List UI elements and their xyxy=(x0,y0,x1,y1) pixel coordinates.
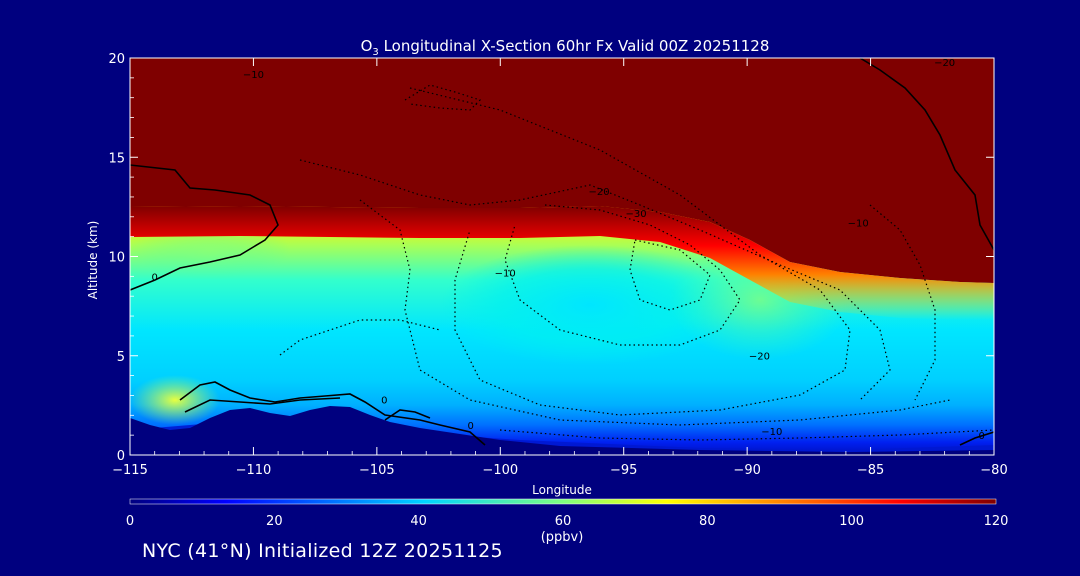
contour-label: −20 xyxy=(934,58,955,69)
colorbar-tick-label: 0 xyxy=(126,514,134,529)
x-tick-label: −85 xyxy=(857,463,884,478)
x-tick-label: −80 xyxy=(980,463,1007,478)
x-tick-label: −90 xyxy=(733,463,760,478)
dotted-contours xyxy=(279,84,994,441)
y-axis: 0 5 10 15 20 xyxy=(108,52,994,464)
x-axis: −115 −110 −105 −100 −95 −90 −85 −80 xyxy=(112,58,1008,478)
contour-label: −10 xyxy=(495,268,516,279)
x-axis-label: Longitude xyxy=(532,483,592,497)
contour-neg-c xyxy=(504,204,741,346)
colorbar-label: (ppbv) xyxy=(541,530,584,545)
terrain xyxy=(130,406,994,455)
colorbar-tick-label: 100 xyxy=(839,514,864,529)
contour-zero-surface xyxy=(179,381,486,446)
chart-title: O3 Longitudinal X-Section 60hr Fx Valid … xyxy=(361,37,770,58)
contour-label: 0 xyxy=(151,272,157,283)
solid-contours xyxy=(130,58,994,446)
x-tick-label: −100 xyxy=(482,463,518,478)
contour-neg-e xyxy=(299,159,891,401)
contour-label: −10 xyxy=(243,70,264,81)
contour-neg-f xyxy=(869,204,936,401)
contour-label: −30 xyxy=(626,209,647,220)
contour-zero-surface-east xyxy=(959,431,994,446)
x-tick-label: −95 xyxy=(610,463,637,478)
stratosphere-field xyxy=(130,58,994,283)
contour-label: −10 xyxy=(848,219,869,230)
contour-label: 0 xyxy=(381,395,387,406)
y-tick-label: 5 xyxy=(117,350,125,365)
tropopause-band xyxy=(130,206,994,320)
contour-label: −20 xyxy=(749,352,770,363)
y-tick-label: 10 xyxy=(108,251,125,266)
x-tick-label: −115 xyxy=(112,463,148,478)
x-tick-label: −110 xyxy=(236,463,272,478)
contour-label: 0 xyxy=(978,431,984,442)
contour-zero-west xyxy=(130,164,279,291)
colorbar-tick-label: 20 xyxy=(266,514,283,529)
contour-neg-b xyxy=(359,199,951,426)
contour-label: 0 xyxy=(467,421,473,432)
colorbar-tick-label: 40 xyxy=(410,514,427,529)
contour-labels: −10 −20 −30 −20 −10 −10 −10 −20 0 0 0 0 xyxy=(151,58,984,442)
low-ozone-core xyxy=(440,245,740,365)
colorbar-tick-label: 80 xyxy=(699,514,716,529)
contour-zero-low xyxy=(384,409,431,421)
x-tick-label: −105 xyxy=(359,463,395,478)
y-tick-label: 20 xyxy=(108,52,125,67)
footer-initialized: NYC (41°N) Initialized 12Z 20251125 xyxy=(142,540,503,562)
contour-zero-east xyxy=(859,58,994,251)
plot-area: −10 −20 −30 −20 −10 −10 −10 −20 0 0 0 0 xyxy=(130,58,994,455)
contour-label: −10 xyxy=(761,427,782,438)
contour-neg-h xyxy=(279,319,441,356)
y-tick-label: 15 xyxy=(108,151,125,166)
colorbar-tick-label: 60 xyxy=(555,514,572,529)
contour-neg10-upper xyxy=(404,84,482,111)
y-tick-label: 0 xyxy=(117,449,125,464)
yellow-patch-west xyxy=(130,375,220,425)
colorbar xyxy=(129,498,997,505)
contour-label: −20 xyxy=(588,187,609,198)
colorbar-ticks: 0 20 40 60 80 100 120 xyxy=(126,514,1009,529)
y-axis-label: Altitude (km) xyxy=(86,221,100,300)
contour-zero-surface-2 xyxy=(184,397,341,413)
colorbar-tick-label: 120 xyxy=(984,514,1009,529)
